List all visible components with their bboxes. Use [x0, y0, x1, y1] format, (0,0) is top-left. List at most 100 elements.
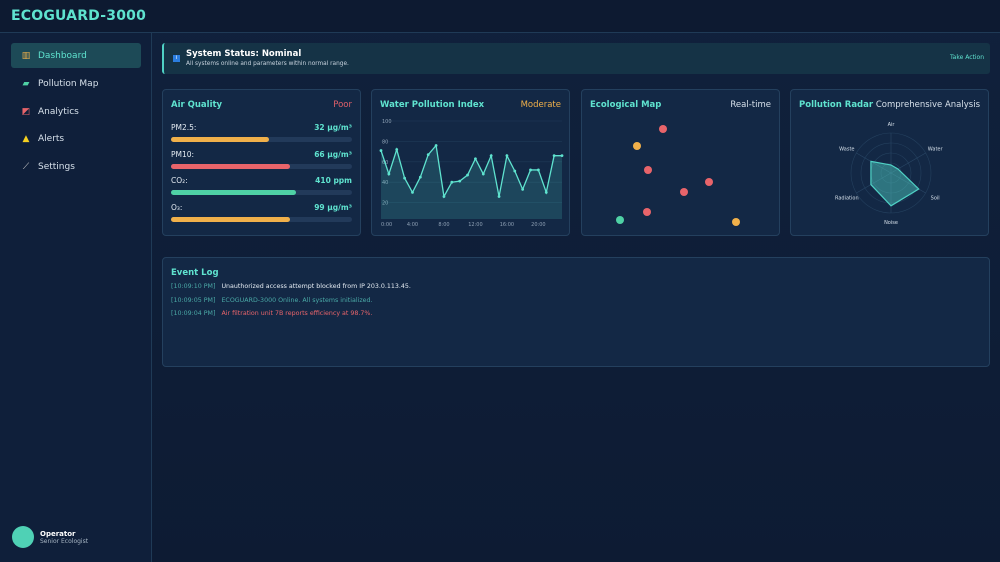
metric-bar-fill: [171, 190, 296, 195]
map-marker-warning[interactable]: [732, 218, 740, 226]
air-quality-status: Poor: [333, 100, 352, 110]
log-time: [10:09:10 PM]: [171, 283, 216, 290]
chart-icon: ▥: [21, 50, 31, 61]
data-point: [442, 195, 446, 198]
event-log-title: Event Log: [171, 268, 219, 278]
radar-axis-label: Waste: [839, 147, 854, 153]
map-marker-alert[interactable]: [659, 125, 667, 133]
map-marker-alert[interactable]: [680, 188, 688, 196]
log-time: [10:09:04 PM]: [171, 310, 216, 317]
metric-value: 99 μg/m³: [314, 202, 352, 212]
data-point: [418, 175, 422, 179]
sidebar-item-analytics[interactable]: ◩ Analytics: [11, 99, 141, 124]
data-point: [497, 195, 501, 198]
metric-bar: [171, 216, 352, 222]
warning-icon: ▲: [22, 133, 30, 144]
app-title: ECOGUARD-3000: [11, 8, 147, 24]
data-point: [403, 176, 407, 180]
data-point: [529, 168, 532, 172]
x-tick-label: 4:00: [407, 222, 418, 228]
y-tick-label: 100: [382, 119, 392, 125]
app-header: ECOGUARD-3000: [0, 0, 1000, 33]
metric-label: PM2.5:: [171, 123, 197, 132]
status-banner: i System Status: Nominal All systems onl…: [162, 43, 990, 74]
data-point: [395, 148, 399, 151]
map-marker-ok[interactable]: [616, 216, 624, 224]
y-tick-label: 20: [382, 201, 388, 207]
y-tick-label: 80: [382, 139, 388, 145]
radar-series: [870, 160, 920, 207]
ecological-map[interactable]: [582, 90, 781, 237]
data-point: [466, 173, 469, 177]
data-point: [513, 169, 517, 173]
map-marker-alert[interactable]: [644, 166, 652, 174]
metric-bar-fill: [171, 163, 291, 169]
sidebar-item-label: Analytics: [38, 106, 79, 117]
avatar: [12, 526, 34, 548]
metric-bar-fill: [171, 137, 269, 142]
log-message: Air filtration unit 7B reports efficienc…: [221, 310, 373, 317]
map-marker-warning[interactable]: [633, 142, 641, 150]
eco-map-status: Real-time: [730, 100, 771, 110]
data-point: [489, 154, 493, 158]
data-point: [474, 157, 477, 161]
water-pollution-card: Water Pollution Index Moderate 100806040…: [371, 89, 570, 236]
metric-value: 32 μg/m³: [314, 123, 352, 132]
data-point: [434, 144, 438, 147]
data-point: [450, 180, 454, 184]
metric-label: O₃:: [171, 202, 183, 212]
sidebar-item-dashboard[interactable]: ▥ Dashboard: [11, 43, 141, 68]
data-point: [481, 172, 485, 176]
x-tick-label: 16:00: [500, 222, 514, 228]
data-point: [458, 179, 462, 183]
data-point: [536, 168, 540, 172]
metric-bar: [171, 137, 352, 142]
x-tick-label: 12:00: [468, 222, 482, 228]
ecological-map-card: Ecological Map Real-time: [581, 89, 780, 236]
metric-label: PM10:: [171, 149, 195, 159]
user-role: Senior Ecologist: [40, 537, 89, 545]
map-marker-alert[interactable]: [705, 178, 713, 186]
user-profile[interactable]: Operator Senior Ecologist: [12, 526, 88, 548]
card-title: Air Quality: [171, 100, 223, 110]
pollution-radar-card: Pollution Radar Comprehensive Analysis A…: [790, 89, 989, 236]
analytics-icon: ◩: [21, 106, 31, 117]
sidebar-item-pollution-map[interactable]: ▰ Pollution Map: [11, 71, 141, 96]
map-icon: ▰: [22, 78, 30, 89]
data-point: [552, 154, 556, 158]
event-log: Event Log [10:09:10 PM] Unauthorized acce…: [162, 257, 990, 367]
status-title: System Status: Nominal: [186, 49, 302, 59]
metric-value: 66 μg/m³: [314, 149, 352, 159]
log-message: ECOGUARD-3000 Online. All systems initia…: [221, 296, 373, 304]
user-name: Operator: [40, 529, 76, 538]
log-entry: [10:09:04 PM] Air filtration unit 7B repo…: [171, 310, 372, 317]
map-marker-alert[interactable]: [643, 208, 651, 216]
data-point: [387, 172, 391, 176]
radar-axis-label: Air: [888, 122, 896, 128]
info-icon: i: [173, 55, 180, 62]
metric-bar-fill: [171, 216, 291, 222]
data-point: [411, 191, 414, 194]
radar-axis: [890, 172, 926, 194]
wrench-icon: ⟋: [22, 161, 30, 172]
radar-axis: [856, 172, 892, 194]
sidebar-item-alerts[interactable]: ▲ Alerts: [11, 126, 141, 151]
radar-axis-label: Noise: [884, 220, 898, 226]
sidebar-item-settings[interactable]: ⟋ Settings: [11, 154, 141, 179]
area-fill: [381, 145, 562, 219]
log-time: [10:09:05 PM]: [171, 296, 216, 304]
radar-axis-label: Water: [928, 147, 944, 153]
sidebar: ▥ Dashboard ▰ Pollution Map ◩ Analytics ▲ Al…: [0, 33, 152, 562]
data-point: [521, 187, 525, 191]
radar-status: Comprehensive Analysis: [875, 100, 980, 110]
data-point: [379, 149, 383, 152]
status-message: All systems online and parameters within…: [186, 61, 349, 67]
data-point: [505, 154, 509, 158]
radar-axis-label: Soil: [931, 196, 940, 202]
x-tick-label: 0:00: [381, 222, 392, 228]
log-message: Unauthorized access attempt blocked from…: [221, 283, 411, 290]
take-action-button[interactable]: Take Action: [950, 54, 984, 61]
metric-bar: [171, 163, 352, 169]
pollution-radar-chart: Air Water Soil Noise Radiation Waste: [835, 122, 944, 226]
